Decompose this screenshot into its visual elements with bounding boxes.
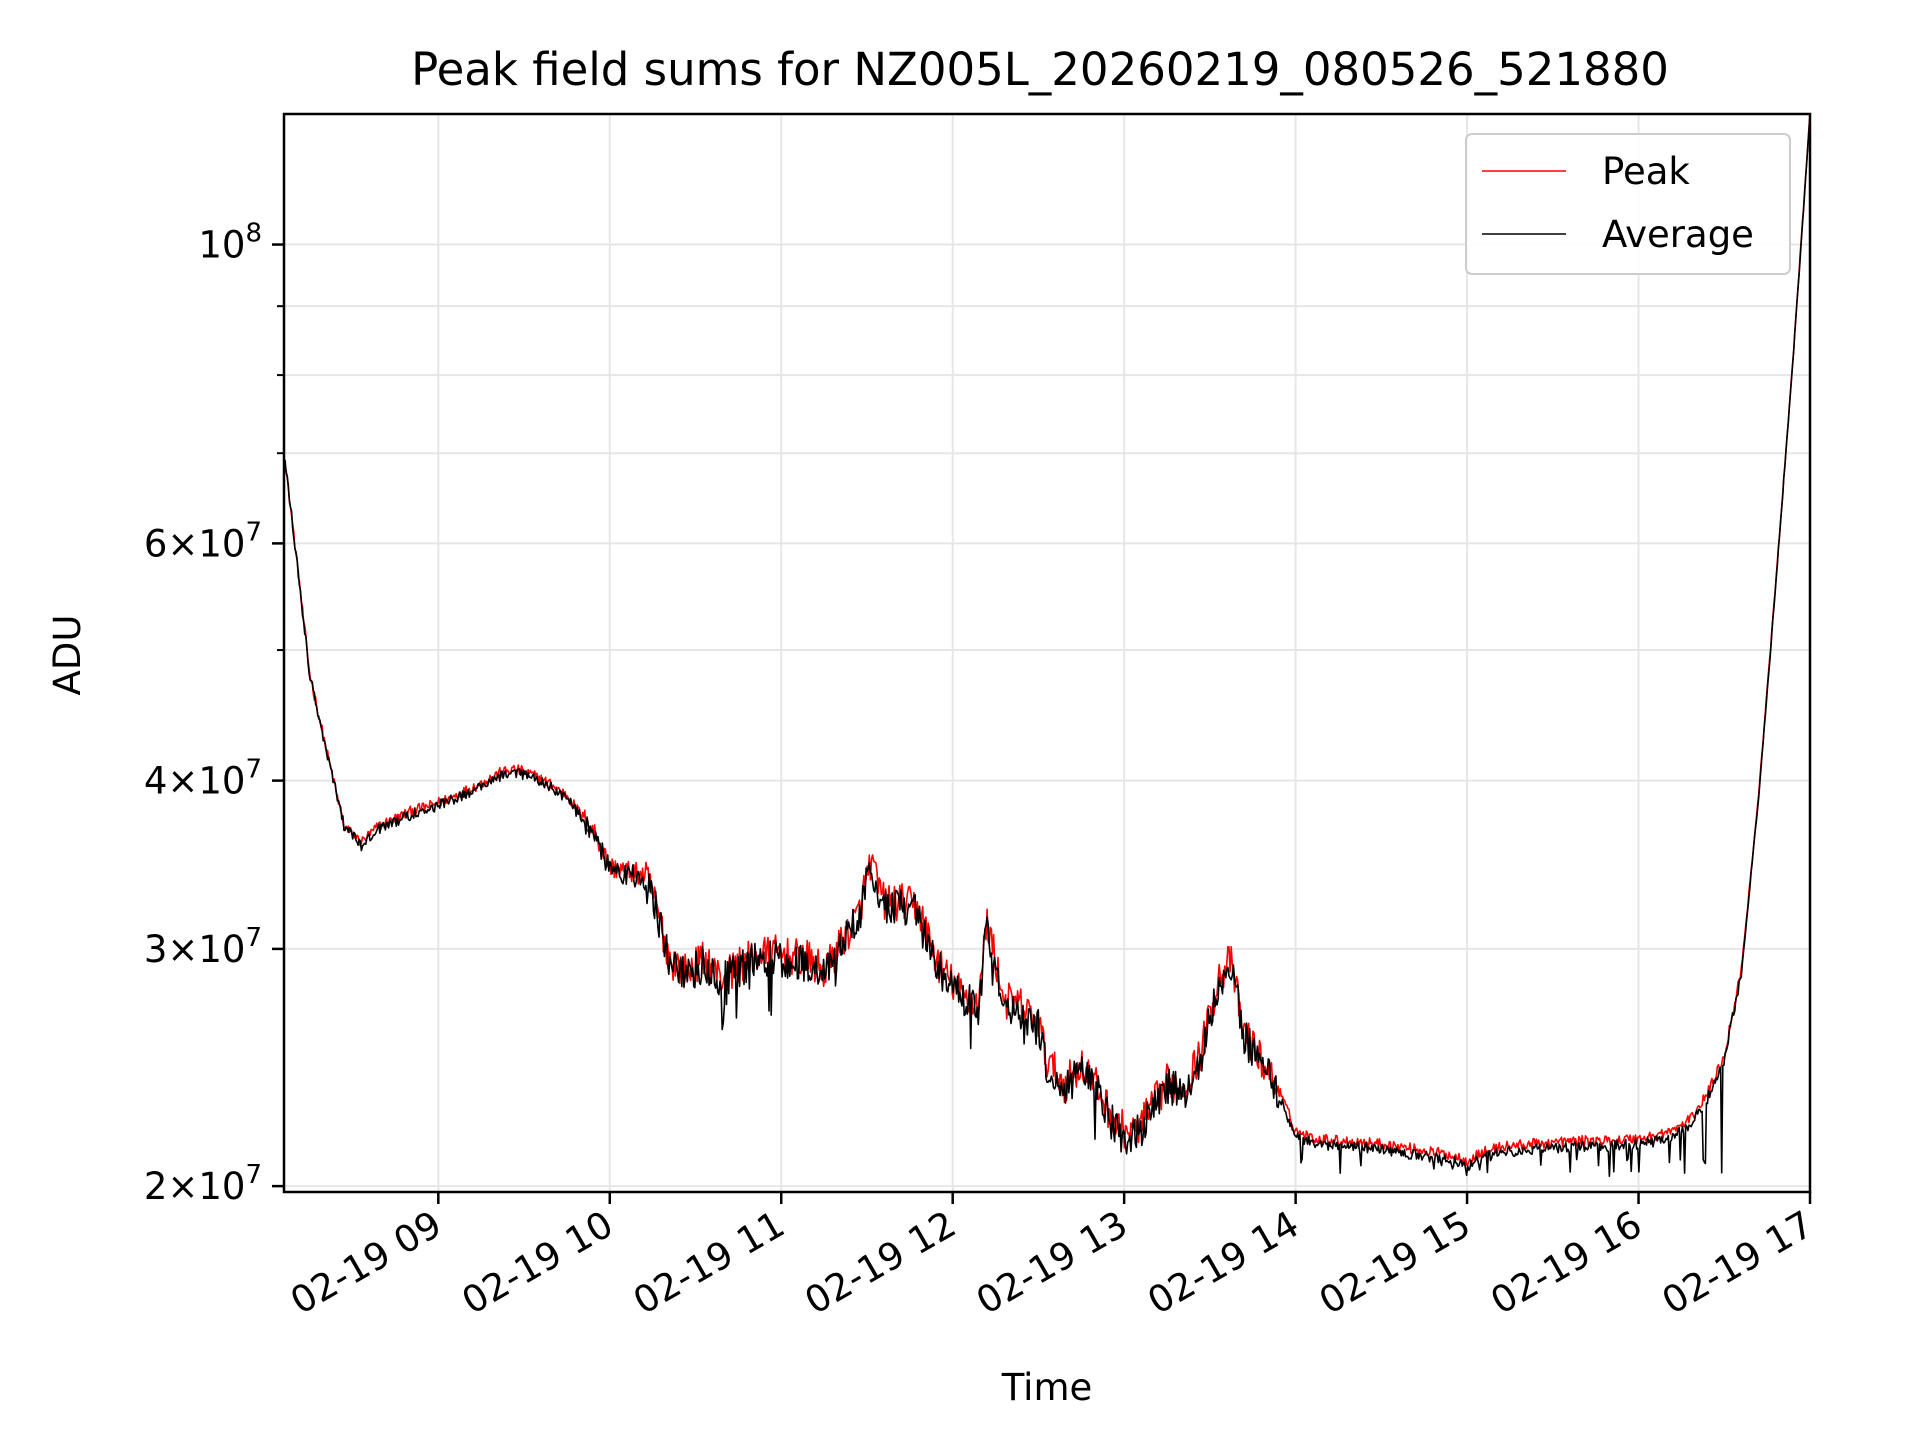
y-tick-label: 3×107 xyxy=(144,923,262,971)
legend: Peak Average xyxy=(1465,133,1791,275)
legend-box xyxy=(1465,133,1791,275)
series-line-average xyxy=(283,115,1811,1177)
y-axis-ticks: 2×107 3×107 4×107 6×107 108 xyxy=(144,219,284,1208)
y-tick-label: 2×107 xyxy=(144,1160,262,1208)
x-axis-label: Time xyxy=(1001,1366,1093,1409)
legend-peak-label: Peak xyxy=(1602,150,1690,193)
grid xyxy=(284,114,1810,1192)
y-axis-label: ADU xyxy=(46,615,89,696)
legend-average-label: Average xyxy=(1602,213,1754,256)
y-tick-label: 108 xyxy=(198,219,262,267)
plot-frame xyxy=(282,112,1812,1194)
y-tick-label: 6×107 xyxy=(144,517,262,565)
series-layer xyxy=(283,113,1811,1177)
y-tick-label: 4×107 xyxy=(144,755,262,803)
chart-title: Peak field sums for NZ005L_20260219_0805… xyxy=(411,43,1669,96)
